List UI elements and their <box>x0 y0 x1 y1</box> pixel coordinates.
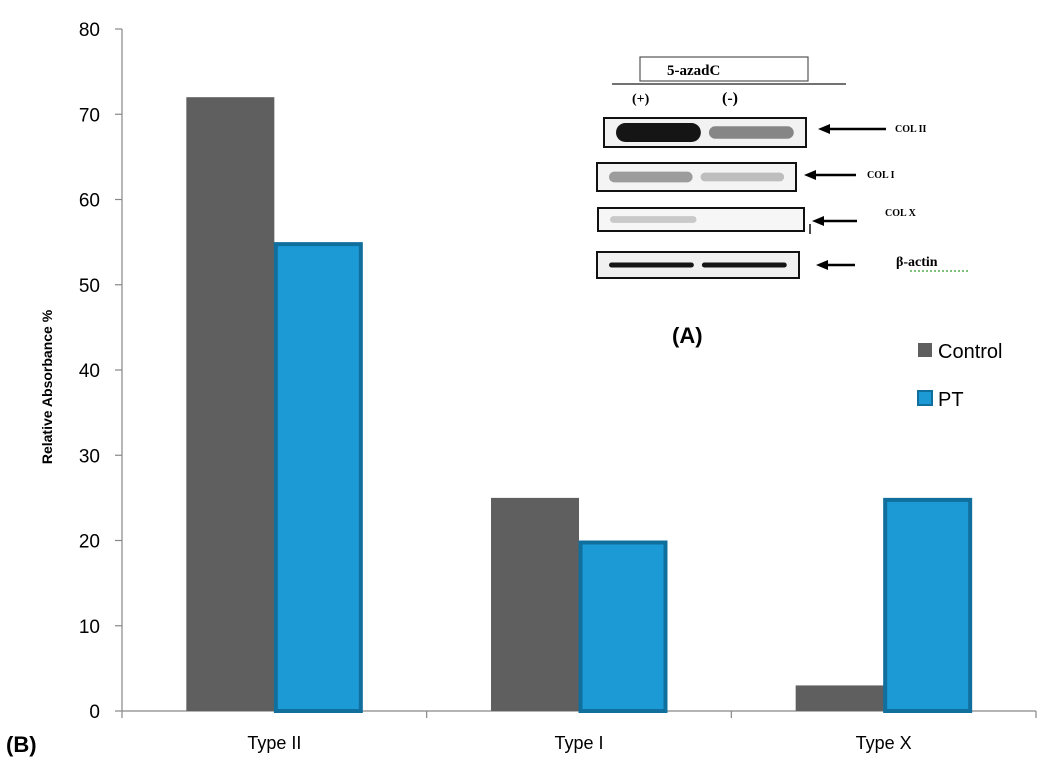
y-tick-label: 70 <box>79 105 100 126</box>
panel-label-b: (B) <box>6 732 37 757</box>
bands <box>609 123 794 268</box>
arrow-beta-actin <box>816 260 855 270</box>
x-tick-label: Type I <box>554 733 603 753</box>
arrow-col-ii <box>818 124 886 134</box>
arrow-col-x <box>809 216 857 234</box>
inset-title-box <box>639 56 809 82</box>
lane-label-minus: (-) <box>722 90 738 107</box>
blot-band <box>701 262 787 268</box>
bar-pt-type-i <box>578 540 668 713</box>
blot-band <box>610 216 697 223</box>
blot-band <box>609 171 693 183</box>
y-axis-label: Relative Absorbance % <box>39 309 55 464</box>
bar-control-type-ii <box>186 97 275 711</box>
lane-label-plus: (+) <box>632 92 650 107</box>
blot-band <box>616 123 701 142</box>
y-tick-label: 80 <box>79 20 100 41</box>
legend-swatch-pt <box>917 390 933 406</box>
panel-label-a: (A) <box>672 323 703 348</box>
y-tick-label: 60 <box>79 191 100 212</box>
band-label-col-ii: COL II <box>895 124 927 135</box>
legend-label-control: Control <box>938 341 1002 363</box>
legend-label-pt: PT <box>938 389 964 411</box>
blot-band <box>708 126 794 139</box>
band-label-col-i: COL I <box>867 170 895 181</box>
y-tick-label: 20 <box>79 532 100 553</box>
x-ticks: Type II Type I Type X <box>121 711 1037 753</box>
band-label-beta-actin: β-actin <box>896 255 938 270</box>
x-tick-label: Type II <box>247 733 301 753</box>
y-tick-label: 10 <box>79 617 100 638</box>
legend-swatch-control <box>918 343 932 357</box>
x-tick-label: Type X <box>856 733 912 753</box>
western-blot-inset: 5-azadC (+) (-) COL II COL I <box>596 56 968 348</box>
bar-pt-type-ii <box>273 242 363 713</box>
y-ticks: 0 10 20 30 40 50 60 70 80 <box>79 20 122 723</box>
bar-pt-type-x <box>883 497 973 713</box>
y-tick-label: 30 <box>79 446 100 467</box>
y-tick-label: 0 <box>89 702 100 723</box>
bar-control-type-x <box>795 685 884 711</box>
blot-band <box>700 172 785 182</box>
bar-control-type-i <box>491 497 579 711</box>
legend: Control PT <box>917 341 1002 411</box>
band-label-col-x: COL X <box>885 208 917 219</box>
y-tick-label: 50 <box>79 276 100 297</box>
band-box-col-x <box>597 207 805 232</box>
inset-title: 5-azadC <box>667 63 720 79</box>
y-tick-label: 40 <box>79 361 100 382</box>
bars <box>186 97 973 713</box>
blot-band <box>609 262 694 268</box>
arrow-col-i <box>804 170 856 180</box>
